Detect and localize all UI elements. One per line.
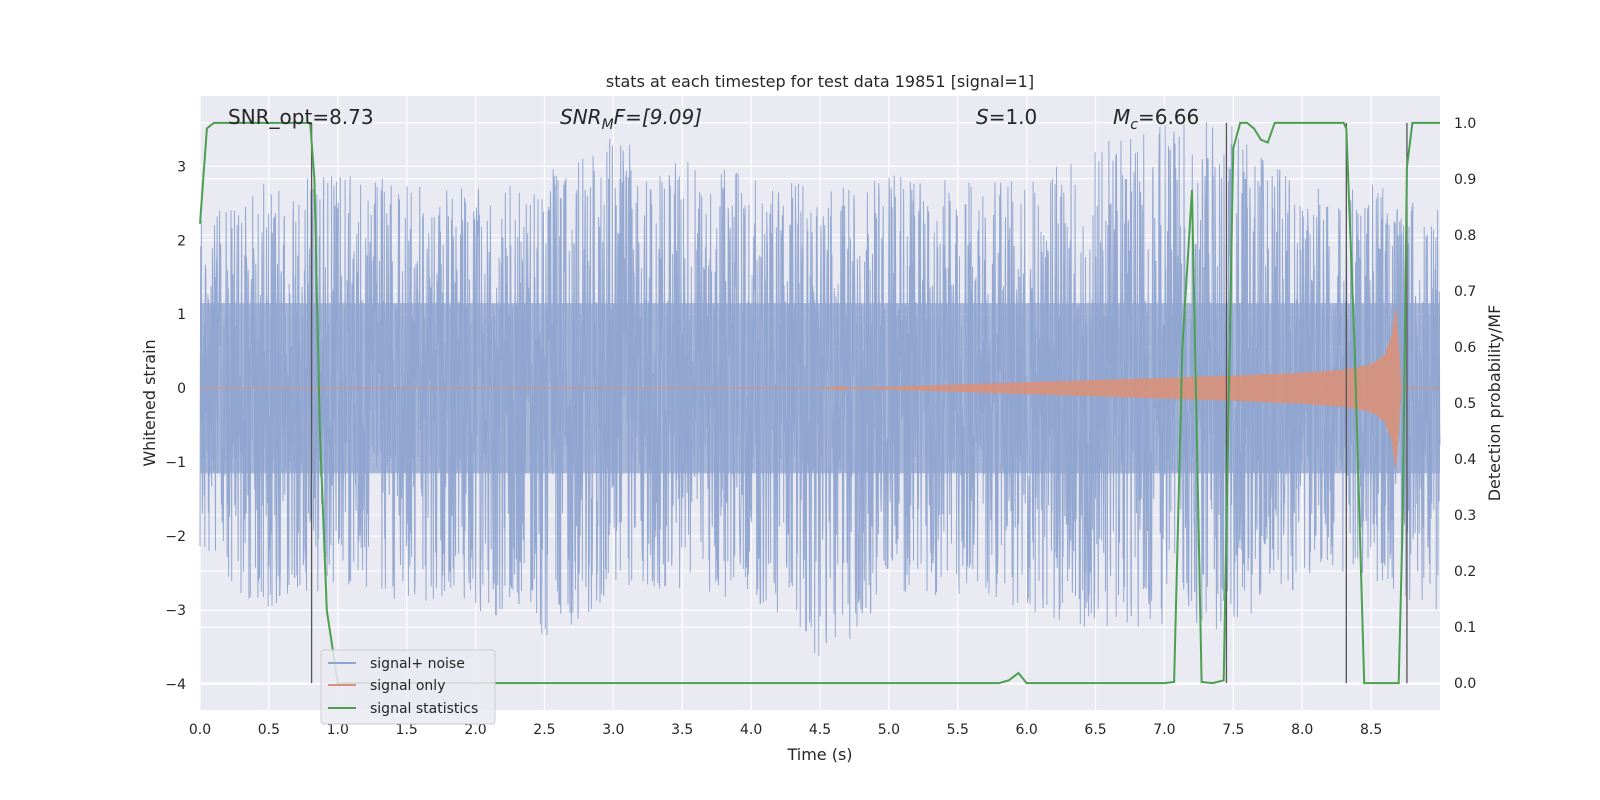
x-tick-label: 2.5 <box>533 722 555 738</box>
y2-axis-ticks: 1.0 0.9 0.8 0.7 0.6 0.5 0.4 0.3 0.2 0.1 0.0 <box>1454 116 1476 692</box>
y2-tick-label: 0.5 <box>1454 396 1476 412</box>
legend-label-signal: signal only <box>370 678 445 694</box>
x-tick-label: 3.0 <box>602 722 624 738</box>
y2-tick-label: 0.0 <box>1454 676 1476 692</box>
x-tick-label: 4.0 <box>740 722 762 738</box>
x-tick-label: 2.0 <box>464 722 486 738</box>
x-tick-label: 0.0 <box>189 722 211 738</box>
snr-mf-sub: M <box>602 117 614 133</box>
y-tick-label: −3 <box>165 603 186 619</box>
x-tick-label: 7.5 <box>1222 722 1244 738</box>
legend: signal+ noise signal only signal statist… <box>320 649 496 725</box>
y2-tick-label: 0.4 <box>1454 452 1476 468</box>
s-label: S <box>976 105 989 129</box>
x-tick-label: 5.5 <box>947 722 969 738</box>
y-tick-label: −2 <box>165 529 186 545</box>
signal-statistics-line <box>199 121 1440 685</box>
mc-rest: =6.66 <box>1138 105 1199 129</box>
s-rest: =1.0 <box>989 105 1038 129</box>
y2-tick-label: 0.6 <box>1454 340 1476 356</box>
signal-only-series <box>200 308 1440 469</box>
mc-sub: c <box>1130 117 1138 133</box>
annotation-snr-opt: SNR_opt=8.73 <box>228 105 374 129</box>
y2-tick-label: 0.2 <box>1454 564 1476 580</box>
x-tick-label: 1.5 <box>396 722 418 738</box>
x-tick-label: 1.0 <box>327 722 349 738</box>
y-tick-label: 0 <box>177 381 186 397</box>
x-tick-label: 7.0 <box>1153 722 1175 738</box>
mc-label: M <box>1113 105 1130 129</box>
y2-tick-label: 0.9 <box>1454 172 1476 188</box>
x-tick-label: 3.5 <box>671 722 693 738</box>
x-axis-label: Time (s) <box>786 745 852 764</box>
y-tick-label: 2 <box>177 233 186 249</box>
y-axis-ticks: 3 2 1 0 −1 −2 −3 −4 <box>165 159 186 693</box>
signal-statistics-series <box>199 121 1440 685</box>
annotation-s: S=1.0 <box>976 105 1037 129</box>
x-tick-label: 6.0 <box>1016 722 1038 738</box>
y2-tick-label: 0.1 <box>1454 620 1476 636</box>
y-tick-label: −1 <box>165 455 186 471</box>
y-tick-label: −4 <box>165 677 186 693</box>
x-tick-label: 8.5 <box>1360 722 1382 738</box>
snr-mf-rest: F=[9.09] <box>614 105 702 129</box>
y-tick-label: 1 <box>177 307 186 323</box>
x-axis-ticks: 0.0 0.5 1.0 1.5 2.0 2.5 3.0 3.5 4.0 4.5 5.0 5.5 6.0 6… <box>189 722 1382 738</box>
annotation-snr-mf: SNRMF=[9.09] <box>560 105 702 133</box>
x-tick-label: 5.0 <box>878 722 900 738</box>
y-tick-label: 3 <box>177 159 186 175</box>
legend-label-stats: signal statistics <box>370 701 478 717</box>
y2-tick-label: 0.7 <box>1454 284 1476 300</box>
annotation-mc: Mc=6.66 <box>1113 105 1199 133</box>
y-axis-label: Whitened strain <box>140 339 159 466</box>
x-tick-label: 0.5 <box>258 722 280 738</box>
y2-tick-label: 0.8 <box>1454 228 1476 244</box>
y2-tick-label: 0.3 <box>1454 508 1476 524</box>
snr-mf-label: SNR <box>560 105 602 129</box>
x-tick-label: 4.5 <box>809 722 831 738</box>
x-tick-label: 8.0 <box>1291 722 1313 738</box>
chart-title: stats at each timestep for test data 198… <box>606 72 1034 91</box>
legend-box <box>320 649 496 725</box>
legend-label-noise: signal+ noise <box>370 656 465 672</box>
signal-only-line <box>200 308 1440 469</box>
y2-tick-label: 1.0 <box>1454 116 1476 132</box>
x-tick-label: 6.5 <box>1084 722 1106 738</box>
y2-axis-label: Detection probability/MF <box>1485 305 1504 502</box>
